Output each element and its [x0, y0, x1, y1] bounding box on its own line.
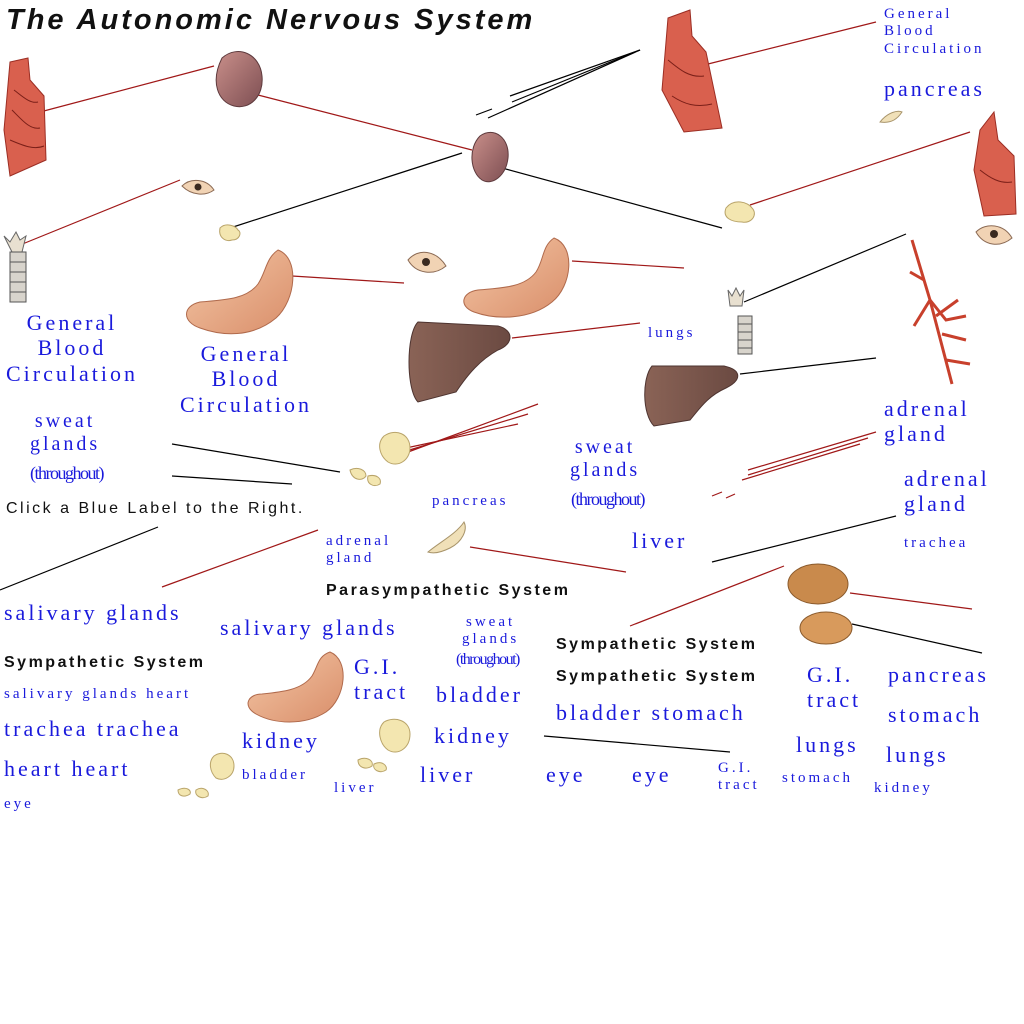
label-liver[interactable]: liver — [420, 762, 476, 787]
label-sweat-glands-throughout[interactable]: (throughout) — [456, 651, 520, 668]
trachea-icon[interactable] — [3, 230, 27, 303]
parasympathetic-system-heading: Parasympathetic System — [326, 582, 571, 599]
label-stomach[interactable]: stomach — [782, 770, 853, 786]
stomach-icon[interactable] — [186, 249, 294, 335]
label-salivary-glands[interactable]: salivary glands — [4, 600, 182, 625]
bladder-icon[interactable] — [799, 611, 853, 645]
label-lungs[interactable]: lungs — [648, 325, 696, 341]
heart-icon[interactable] — [3, 57, 47, 177]
label-adrenal-gland[interactable]: adrenal gland — [884, 396, 970, 447]
label-pancreas[interactable]: pancreas — [884, 76, 985, 101]
salivary-gland-icon[interactable] — [177, 752, 235, 799]
label-bladder[interactable]: bladder — [436, 682, 523, 707]
label-kidney[interactable]: kidney — [874, 780, 933, 796]
black-connectors — [0, 49, 983, 753]
label-sweat-glands[interactable]: sweat glands — [462, 614, 520, 648]
label-kidney[interactable]: kidney — [242, 728, 320, 753]
label-sweat-glands-throughout[interactable]: (throughout) — [30, 463, 104, 483]
label-adrenal-gland[interactable]: adrenal gland — [326, 533, 392, 567]
pancreas-icon[interactable] — [879, 110, 903, 123]
label-eye[interactable]: eye — [546, 762, 586, 787]
stomach-icon[interactable] — [247, 651, 344, 723]
label-sweat-glands-throughout[interactable]: (throughout) — [571, 489, 645, 509]
label-pancreas[interactable]: pancreas — [888, 662, 989, 687]
label-heart-heart[interactable]: heart heart — [4, 756, 131, 781]
label-general-blood-circulation[interactable]: General Blood Circulation — [6, 310, 138, 386]
label-bladder-stomach[interactable]: bladder stomach — [556, 700, 746, 725]
label-salivary-glands-heart[interactable]: salivary glands heart — [4, 686, 192, 702]
sympathetic-system-heading: Sympathetic System — [556, 668, 758, 685]
salivary-gland-icon[interactable] — [724, 201, 755, 223]
label-general-blood-circulation[interactable]: General Blood Circulation — [180, 341, 312, 417]
label-kidney[interactable]: kidney — [434, 723, 512, 748]
label-salivary-glands[interactable]: salivary glands — [220, 615, 398, 640]
sympathetic-system-heading: Sympathetic System — [4, 654, 206, 671]
sympathetic-system-heading: Sympathetic System — [556, 636, 758, 653]
label-liver[interactable]: liver — [632, 528, 688, 553]
lungs-icon[interactable] — [909, 239, 971, 385]
label-adrenal-gland[interactable]: adrenal gland — [904, 466, 990, 517]
label-eye[interactable]: eye — [632, 762, 672, 787]
stomach-icon[interactable] — [463, 237, 570, 318]
eye-icon[interactable] — [975, 225, 1013, 245]
label-lungs[interactable]: lungs — [796, 732, 859, 757]
heart-icon[interactable] — [973, 110, 1017, 217]
label-bladder[interactable]: bladder — [242, 767, 308, 783]
label-sweat-glands[interactable]: sweat glands — [30, 410, 101, 455]
trachea-icon[interactable] — [727, 286, 753, 355]
label-eye[interactable]: eye — [4, 796, 34, 812]
liver-icon[interactable] — [644, 365, 739, 427]
label-liver[interactable]: liver — [334, 780, 377, 796]
eye-icon[interactable] — [407, 251, 447, 273]
label-gi-tract[interactable]: G.I. tract — [718, 760, 760, 794]
kidney-icon[interactable] — [471, 131, 509, 183]
label-pancreas[interactable]: pancreas — [432, 493, 509, 509]
salivary-gland-icon[interactable] — [219, 224, 241, 241]
label-gi-tract[interactable]: G.I. tract — [807, 662, 862, 713]
heart-icon[interactable] — [661, 9, 723, 133]
red-connectors — [19, 21, 973, 627]
label-lungs[interactable]: lungs — [886, 742, 949, 767]
salivary-gland-icon[interactable] — [357, 718, 411, 773]
label-general-blood-circulation[interactable]: General Blood Circulation — [884, 6, 985, 57]
liver-icon[interactable] — [408, 321, 511, 403]
kidney-icon[interactable] — [215, 51, 263, 108]
instruction-text: Click a Blue Label to the Right. — [6, 500, 305, 517]
label-stomach[interactable]: stomach — [888, 702, 983, 727]
salivary-gland-icon[interactable] — [349, 432, 411, 487]
eye-icon[interactable] — [181, 180, 215, 195]
label-sweat-glands[interactable]: sweat glands — [570, 436, 641, 481]
label-trachea[interactable]: trachea — [904, 535, 969, 551]
pancreas-icon[interactable] — [426, 521, 466, 554]
page-title: The Autonomic Nervous System — [6, 4, 536, 36]
bladder-icon[interactable] — [787, 563, 849, 605]
label-gi-tract[interactable]: G.I. tract — [354, 654, 409, 705]
label-trachea-trachea[interactable]: trachea trachea — [4, 716, 182, 741]
